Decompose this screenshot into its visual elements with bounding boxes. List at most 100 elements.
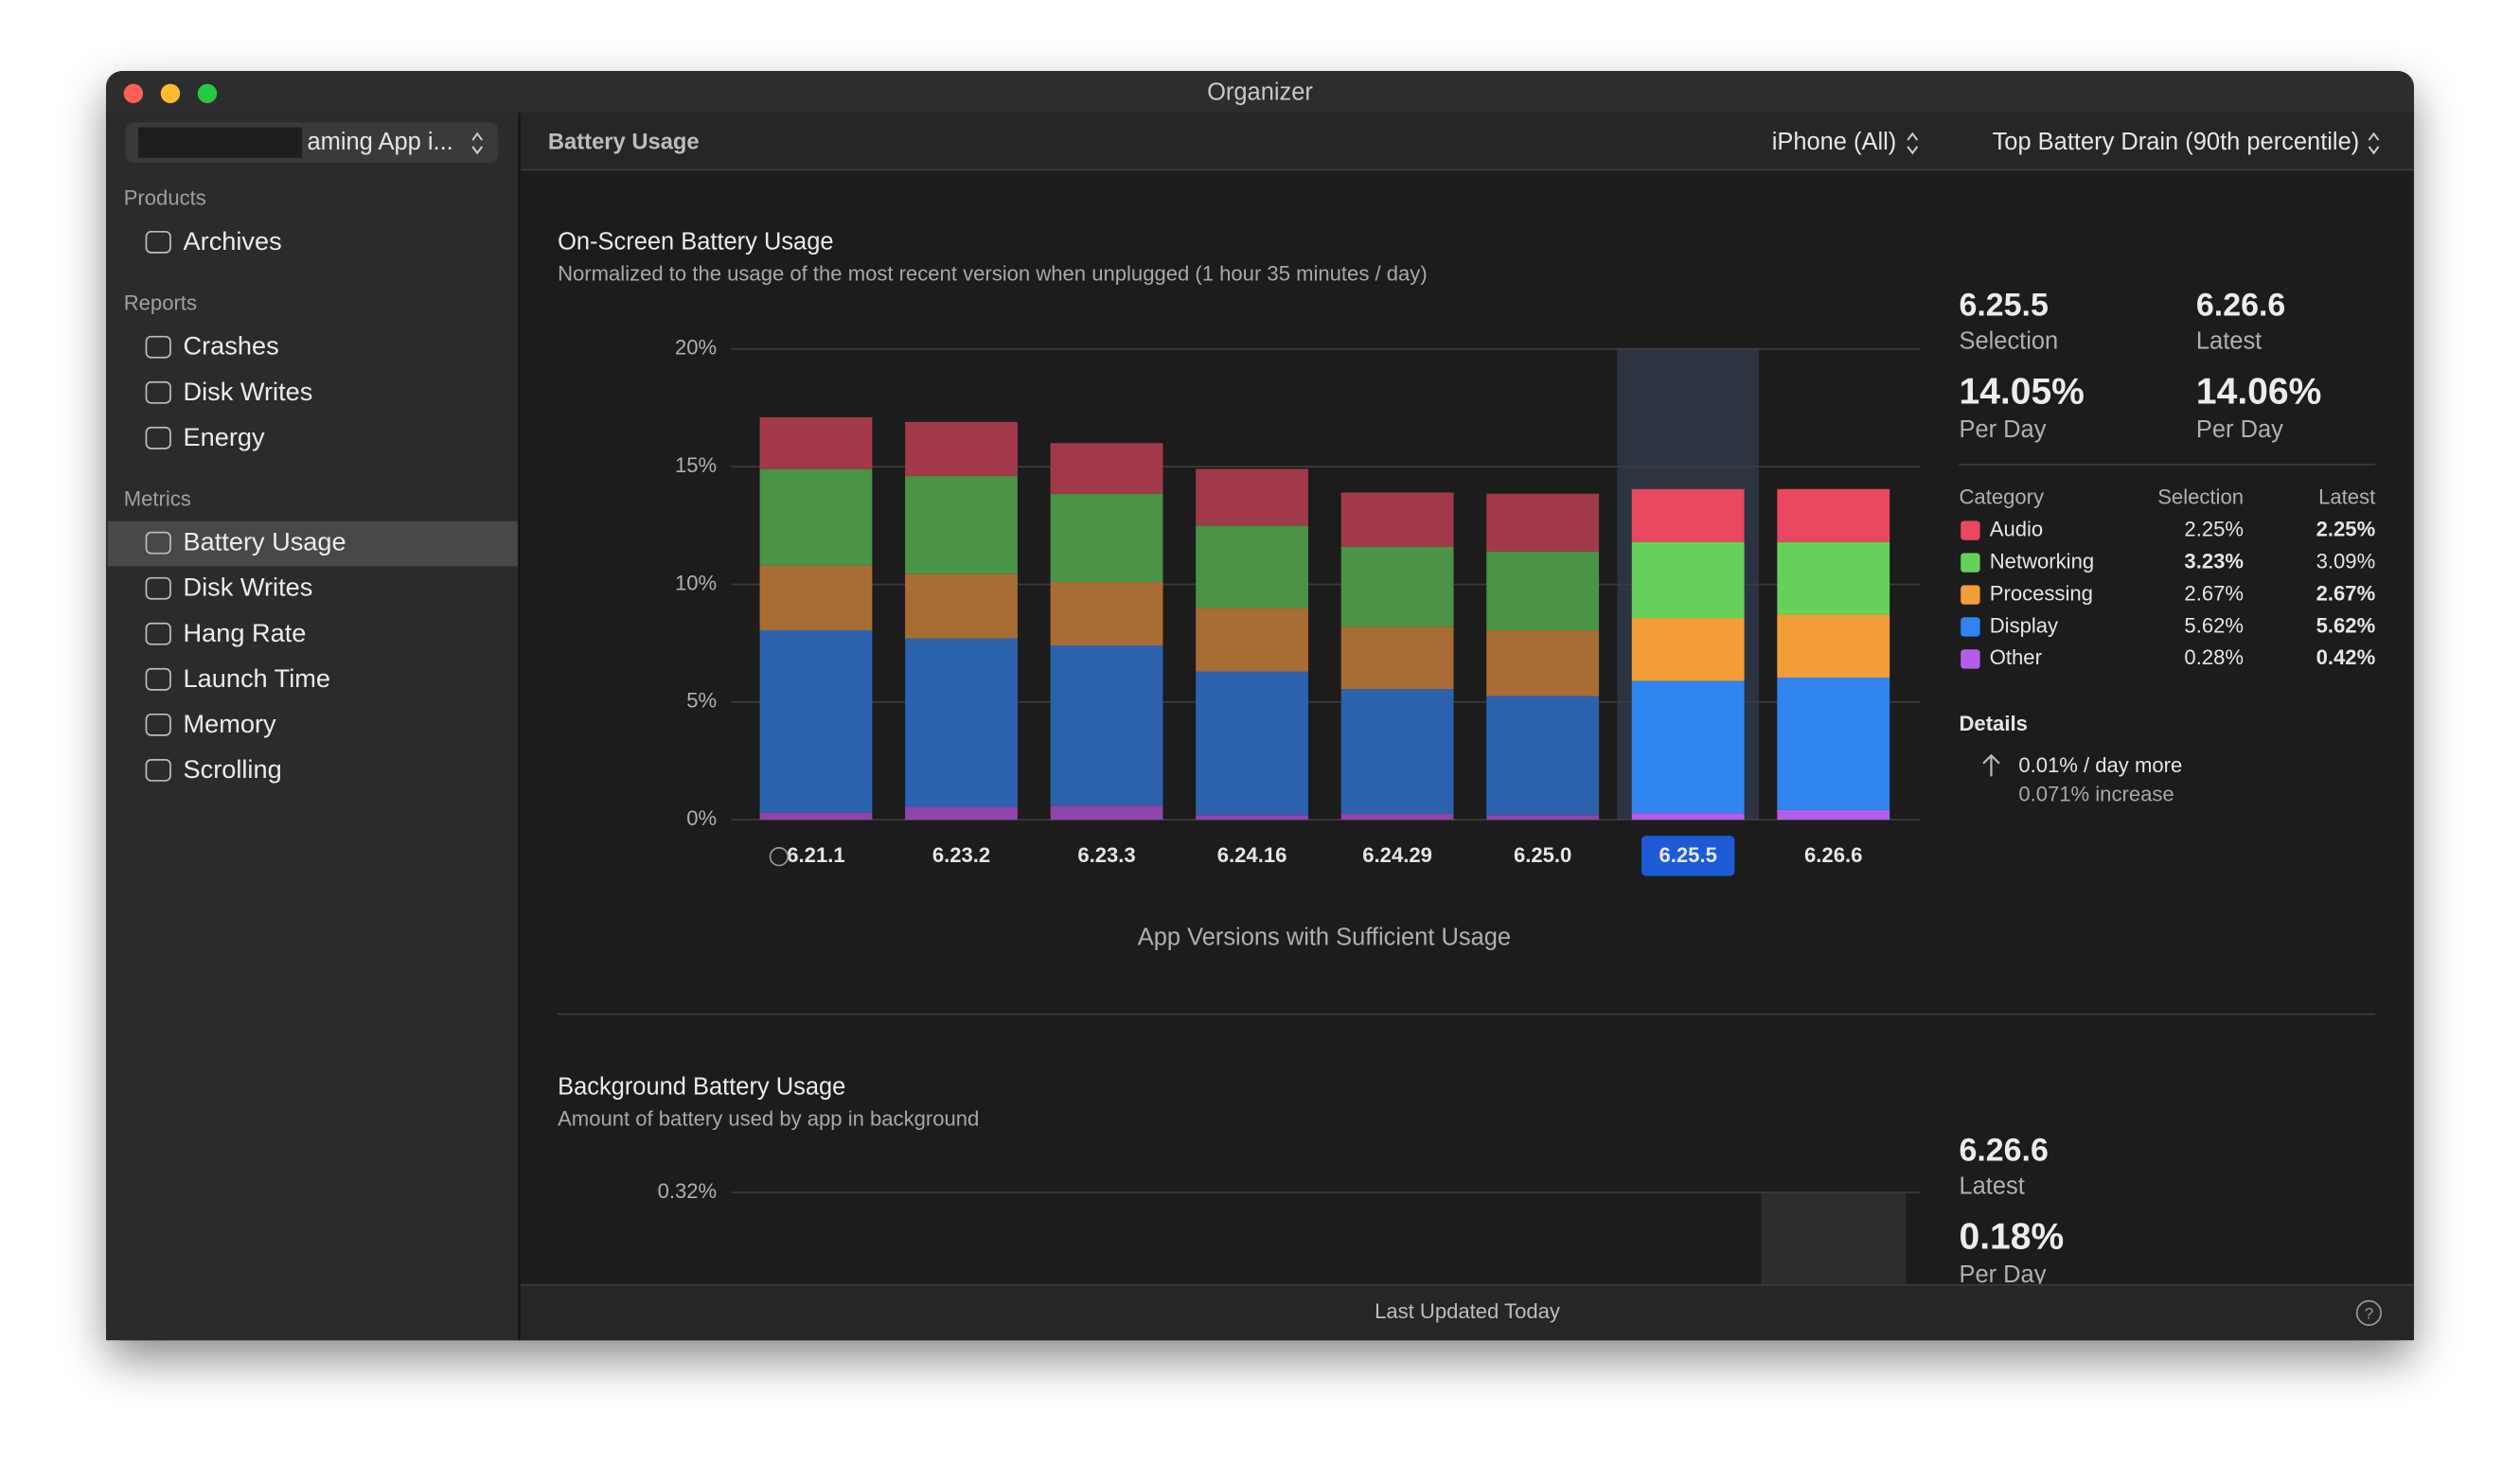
bar-segment [1631, 541, 1745, 619]
bar-segment [1050, 493, 1163, 582]
stat-unit: Per Day [1960, 1261, 2047, 1288]
sidebar-item[interactable]: Crashes [184, 331, 279, 361]
bar-segment [1196, 468, 1308, 526]
legend-swatch [1961, 553, 1980, 573]
stat-version: 6.25.5 [1960, 288, 2049, 324]
minimize-button[interactable] [160, 83, 181, 104]
bar-segment [1196, 525, 1308, 609]
bar-segment [1050, 443, 1163, 494]
bar-segment [1486, 696, 1600, 816]
sidebar-item[interactable]: Archives [184, 226, 282, 256]
section-header: Products [124, 186, 206, 210]
bar-segment [1196, 815, 1308, 820]
legend-swatch [1961, 649, 1980, 669]
x-axis-label: App Versions with Sufficient Usage [1138, 925, 1511, 951]
x-tick-label: 6.25.5 [1659, 843, 1717, 867]
item-icon [145, 531, 171, 555]
selector-chevron [471, 132, 484, 155]
close-button[interactable] [123, 83, 144, 104]
selected-label-bg [1641, 836, 1735, 876]
stat-value: 14.06% [2196, 372, 2321, 413]
table-cell: 0.42% [2316, 645, 2376, 669]
y-tick-label: 10% [675, 571, 717, 594]
bar-segment [1486, 551, 1600, 630]
toolbar [521, 113, 2414, 169]
bar-segment [1777, 677, 1890, 810]
bar-segment [1340, 492, 1454, 547]
table-cell: 2.67% [2184, 581, 2244, 605]
x-tick-label: 6.21.1 [787, 843, 844, 867]
item-icon [145, 335, 171, 359]
sidebar-item[interactable]: Energy [184, 422, 265, 451]
sidebar-item[interactable]: Hang Rate [184, 618, 307, 647]
bar-segment [905, 638, 1018, 807]
x-tick-label: 6.23.2 [932, 843, 990, 867]
device-popup[interactable]: iPhone (All) [1772, 129, 1897, 155]
sidebar-item[interactable]: Battery Usage [184, 527, 346, 556]
zoom-button[interactable] [197, 83, 218, 104]
chart-title: On-Screen Battery Usage [558, 228, 833, 255]
item-icon [145, 576, 171, 600]
sidebar-item[interactable]: Memory [184, 709, 276, 738]
legend-entry: Other [1990, 645, 2042, 669]
bar-segment [1196, 608, 1308, 672]
footer-bar [521, 1283, 2414, 1341]
window-title: Organizer [1207, 79, 1313, 106]
x-tick-label: 6.23.3 [1077, 843, 1135, 867]
legend-entry: Processing [1990, 581, 2093, 605]
details-line: 0.01% / day more [2018, 753, 2182, 777]
version-icon [769, 847, 790, 867]
selector-field [138, 127, 303, 158]
chart-subtitle: Normalized to the usage of the most rece… [558, 261, 1428, 285]
bar-segment [759, 416, 873, 469]
stat-version: 6.26.6 [2196, 288, 2285, 324]
bar-segment [905, 806, 1018, 820]
bar-segment [1486, 493, 1600, 552]
bar-segment [1340, 626, 1454, 690]
stat-value: 14.05% [1960, 372, 2085, 413]
item-icon [145, 713, 171, 736]
help-button[interactable] [2355, 1299, 2382, 1326]
bar-segment [1050, 645, 1163, 806]
sidebar-item[interactable]: Disk Writes [184, 377, 313, 406]
legend-swatch [1961, 520, 1980, 540]
x-tick-label: 6.24.16 [1217, 843, 1287, 867]
item-icon [145, 230, 171, 254]
metric-popup[interactable]: Top Battery Drain (90th percentile) [1993, 129, 2360, 155]
selected-row [107, 520, 518, 567]
bar-segment [905, 421, 1018, 477]
stat-role: Latest [1960, 1173, 2025, 1200]
table-cell: 5.62% [2184, 613, 2244, 637]
bar-segment [1777, 541, 1890, 615]
legend-swatch [1961, 617, 1980, 637]
content: On-Screen Battery Usage Normalized to the… [558, 228, 2376, 1288]
sidebar-item[interactable]: Launch Time [184, 663, 331, 693]
help-icon: ? [2365, 1305, 2373, 1323]
legend-entry: Display [1990, 613, 2058, 637]
table-cell: 0.28% [2184, 645, 2244, 669]
sidebar-item[interactable]: Disk Writes [184, 573, 313, 602]
chart-subtitle: Amount of battery used by app in backgro… [558, 1106, 979, 1130]
stat-value: 0.18% [1960, 1217, 2065, 1258]
section-header: Metrics [124, 487, 191, 511]
y-tick-label: 5% [686, 689, 717, 713]
y-tick-label: 0.32% [658, 1179, 718, 1203]
item-icon [145, 426, 171, 450]
footer-text: Last Updated Today [1375, 1299, 1560, 1323]
x-tick-label: 6.25.0 [1514, 843, 1571, 867]
stat-unit: Per Day [1960, 416, 2047, 443]
metric-chevron [2368, 132, 2380, 155]
table-cell: 2.67% [2316, 581, 2376, 605]
x-tick-label: 6.26.6 [1804, 843, 1862, 867]
sidebar [106, 113, 520, 1341]
item-icon [145, 380, 171, 404]
item-icon [145, 622, 171, 645]
chart-title: Background Battery Usage [558, 1073, 845, 1100]
sidebar-item[interactable]: Scrolling [184, 754, 282, 784]
table-cell: 2.25% [2316, 517, 2376, 540]
item-icon [145, 759, 171, 782]
bar-segment [1777, 614, 1890, 678]
title-bar-fill [106, 97, 2414, 114]
bar-segment [1486, 815, 1600, 820]
bar-segment [1340, 689, 1454, 814]
